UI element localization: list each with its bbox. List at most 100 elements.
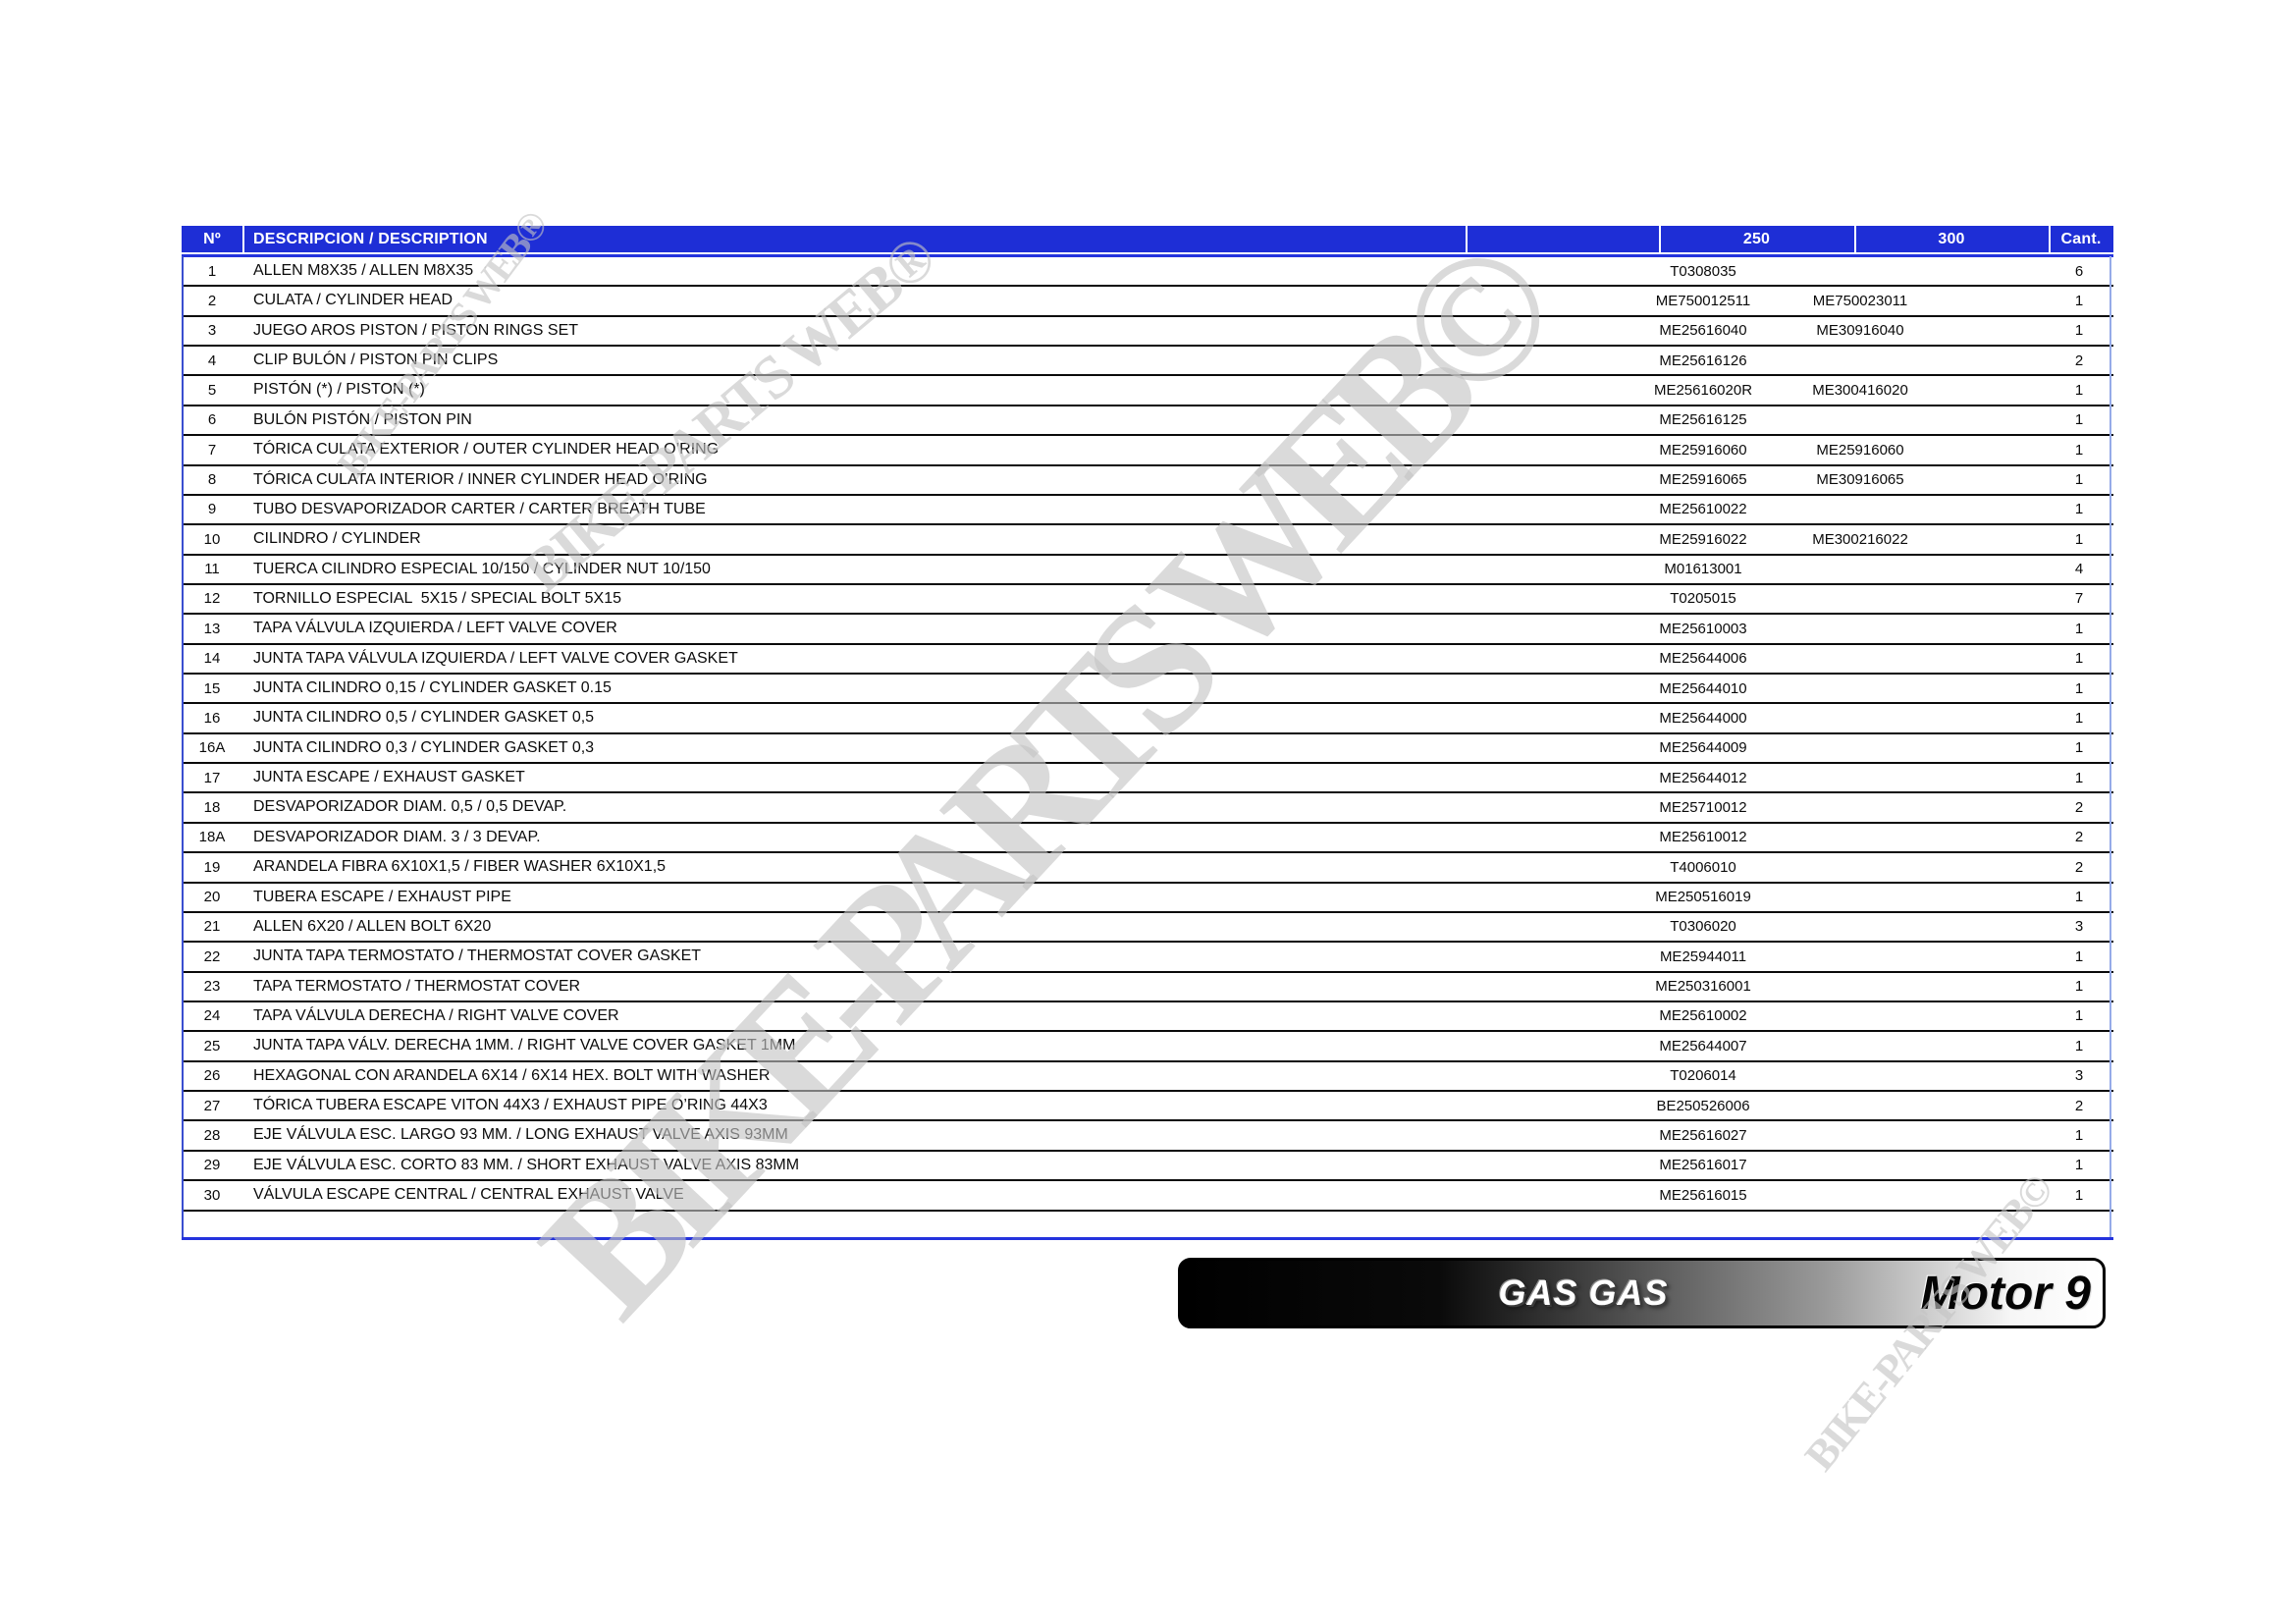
quantity: 3 <box>2074 1067 2084 1085</box>
row-number: 17 <box>203 769 221 786</box>
table-row: 25 JUNTA TAPA VÁLV. DERECHA 1MM. / RIGHT … <box>182 1032 2113 1062</box>
row-description: TÓRICA CULATA EXTERIOR / OUTER CYLINDER … <box>253 441 720 459</box>
row-description: TÓRICA CULATA INTERIOR / INNER CYLINDER … <box>253 470 708 488</box>
row-description: EJE VÁLVULA ESC. LARGO 93 MM. / LONG EXH… <box>253 1126 788 1144</box>
row-description: JUNTA TAPA VÁLV. DERECHA 1MM. / RIGHT VA… <box>253 1037 796 1055</box>
table-row: 19 ARANDELA FIBRA 6X10X1,5 / FIBER WASHER… <box>182 853 2113 884</box>
table-row: 3 JUEGO AROS PISTON / PISTON RINGS SET ME2… <box>182 317 2113 348</box>
quantity: 1 <box>2074 1007 2084 1025</box>
quantity: 1 <box>2074 709 2084 727</box>
part-number-300: ME750023011 <box>1812 292 1908 309</box>
row-description: TAPA TERMOSTATO / THERMOSTAT COVER <box>253 977 581 995</box>
quantity: 1 <box>2074 1157 2084 1174</box>
part-number-250: T0308035 <box>1670 262 1736 280</box>
part-number-250: ME25616125 <box>1659 411 1747 429</box>
row-description: EJE VÁLVULA ESC. CORTO 83 MM. / SHORT EX… <box>253 1156 800 1173</box>
row-description: TÓRICA TUBERA ESCAPE VITON 44X3 / EXHAUS… <box>253 1097 768 1114</box>
row-number: 29 <box>203 1157 221 1174</box>
row-number: 9 <box>207 501 217 518</box>
part-number-300 <box>1767 347 1953 374</box>
part-number-300 <box>1767 853 1953 881</box>
row-number: 2 <box>207 292 217 309</box>
table-row: 13 TAPA VÁLVULA IZQUIERDA / LEFT VALVE CO… <box>182 615 2113 645</box>
row-description: ALLEN 6X20 / ALLEN BOLT 6X20 <box>253 917 492 935</box>
table-row: 17 JUNTA ESCAPE / EXHAUST GASKET ME2564401… <box>182 764 2113 794</box>
table-row: 14 JUNTA TAPA VÁLVULA IZQUIERDA / LEFT VA… <box>182 645 2113 676</box>
part-number-250: ME25916065 <box>1659 471 1747 489</box>
part-number-250: ME25644007 <box>1659 1037 1747 1055</box>
part-number-250: ME25644009 <box>1659 739 1747 757</box>
table-row: 8 TÓRICA CULATA INTERIOR / INNER CYLINDER… <box>182 466 2113 496</box>
row-number: 3 <box>207 322 217 340</box>
row-number: 26 <box>203 1067 221 1085</box>
part-number-300 <box>1767 257 1953 285</box>
part-number-300 <box>1767 734 1953 762</box>
part-number-250: ME25616040 <box>1659 322 1747 340</box>
row-description: DESVAPORIZADOR DIAM. 3 / 3 DEVAP. <box>253 828 541 845</box>
table-row: 11 TUERCA CILINDRO ESPECIAL 10/150 / CYLI… <box>182 556 2113 585</box>
table-row: 12 TORNILLO ESPECIAL 5X15 / SPECIAL BOLT … <box>182 585 2113 616</box>
table-row: 18 DESVAPORIZADOR DIAM. 0,5 / 0,5 DEVAP. M… <box>182 793 2113 824</box>
part-number-300 <box>1767 645 1953 673</box>
part-number-250: T0306020 <box>1670 918 1736 936</box>
column-header-number: Nº <box>203 230 221 247</box>
column-header-300: 300 <box>1938 230 1965 247</box>
part-number-250: ME25610012 <box>1659 829 1747 846</box>
quantity: 1 <box>2074 889 2084 906</box>
row-description: JUEGO AROS PISTON / PISTON RINGS SET <box>253 321 579 339</box>
row-description: JUNTA ESCAPE / EXHAUST GASKET <box>253 769 525 786</box>
part-number-300 <box>1767 913 1953 941</box>
quantity: 1 <box>2074 411 2084 429</box>
part-number-250: ME25644010 <box>1659 679 1747 697</box>
part-number-250: ME25616015 <box>1659 1186 1747 1204</box>
row-description: JUNTA CILINDRO 0,5 / CYLINDER GASKET 0,5 <box>253 709 595 727</box>
row-number: 20 <box>203 889 221 906</box>
part-number-300 <box>1767 704 1953 731</box>
quantity: 6 <box>2074 262 2084 280</box>
table-row: 16 JUNTA CILINDRO 0,5 / CYLINDER GASKET 0… <box>182 704 2113 734</box>
part-number-250: ME25644006 <box>1659 650 1747 668</box>
quantity: 3 <box>2074 918 2084 936</box>
table-row: 6 BULÓN PISTÓN / PISTON PIN ME25616125 1 <box>182 406 2113 437</box>
table-row: 24 TAPA VÁLVULA DERECHA / RIGHT VALVE COV… <box>182 1002 2113 1033</box>
row-description: TUERCA CILINDRO ESPECIAL 10/150 / CYLIND… <box>253 560 711 577</box>
parts-rows: 1 ALLEN M8X35 / ALLEN M8X35 T0308035 6 2 CULA… <box>182 257 2113 1212</box>
row-description: TUBERA ESCAPE / EXHAUST PIPE <box>253 888 511 905</box>
table-row: 4 CLIP BULÓN / PISTON PIN CLIPS ME25616126… <box>182 347 2113 377</box>
part-number-300 <box>1767 675 1953 702</box>
row-number: 16A <box>198 739 226 757</box>
part-number-300: ME300216022 <box>1812 530 1908 548</box>
table-row: 10 CILINDRO / CYLINDER ME25916022 ME3002160… <box>182 525 2113 556</box>
table-row: 30 VÁLVULA ESCAPE CENTRAL / CENTRAL EXHAU… <box>182 1181 2113 1212</box>
quantity: 2 <box>2074 352 2084 369</box>
part-number-300 <box>1767 1092 1953 1119</box>
part-number-250: ME25710012 <box>1659 798 1747 816</box>
table-row: 29 EJE VÁLVULA ESC. CORTO 83 MM. / SHORT … <box>182 1152 2113 1182</box>
table-row: 2 CULATA / CYLINDER HEAD ME750012511 ME7500… <box>182 287 2113 317</box>
part-number-250: ME25616020R <box>1653 381 1753 399</box>
row-number: 8 <box>207 471 217 489</box>
header-divider <box>2049 226 2051 252</box>
row-number: 23 <box>203 978 221 996</box>
column-header-250: 250 <box>1742 230 1771 247</box>
table-row: 9 TUBO DESVAPORIZADOR CARTER / CARTER BRE… <box>182 496 2113 526</box>
part-number-300: ME300416020 <box>1812 381 1908 399</box>
quantity: 1 <box>2074 1186 2084 1204</box>
row-number: 7 <box>207 441 217 459</box>
part-number-300 <box>1767 973 1953 1001</box>
part-number-300 <box>1767 1002 1953 1030</box>
quantity: 1 <box>2074 381 2084 399</box>
row-number: 18 <box>203 798 221 816</box>
header-divider <box>1466 226 1468 252</box>
quantity: 2 <box>2074 798 2084 816</box>
row-number: 11 <box>204 561 220 578</box>
row-number: 14 <box>203 650 221 668</box>
quantity: 1 <box>2074 947 2084 965</box>
quantity: 1 <box>2074 620 2084 637</box>
part-number-300 <box>1767 824 1953 851</box>
row-description: JUNTA CILINDRO 0,15 / CYLINDER GASKET 0.… <box>253 679 612 697</box>
row-description: TUBO DESVAPORIZADOR CARTER / CARTER BREA… <box>253 500 706 517</box>
part-number-300 <box>1767 884 1953 911</box>
row-number: 4 <box>207 352 217 369</box>
row-description: CULATA / CYLINDER HEAD <box>253 292 454 309</box>
